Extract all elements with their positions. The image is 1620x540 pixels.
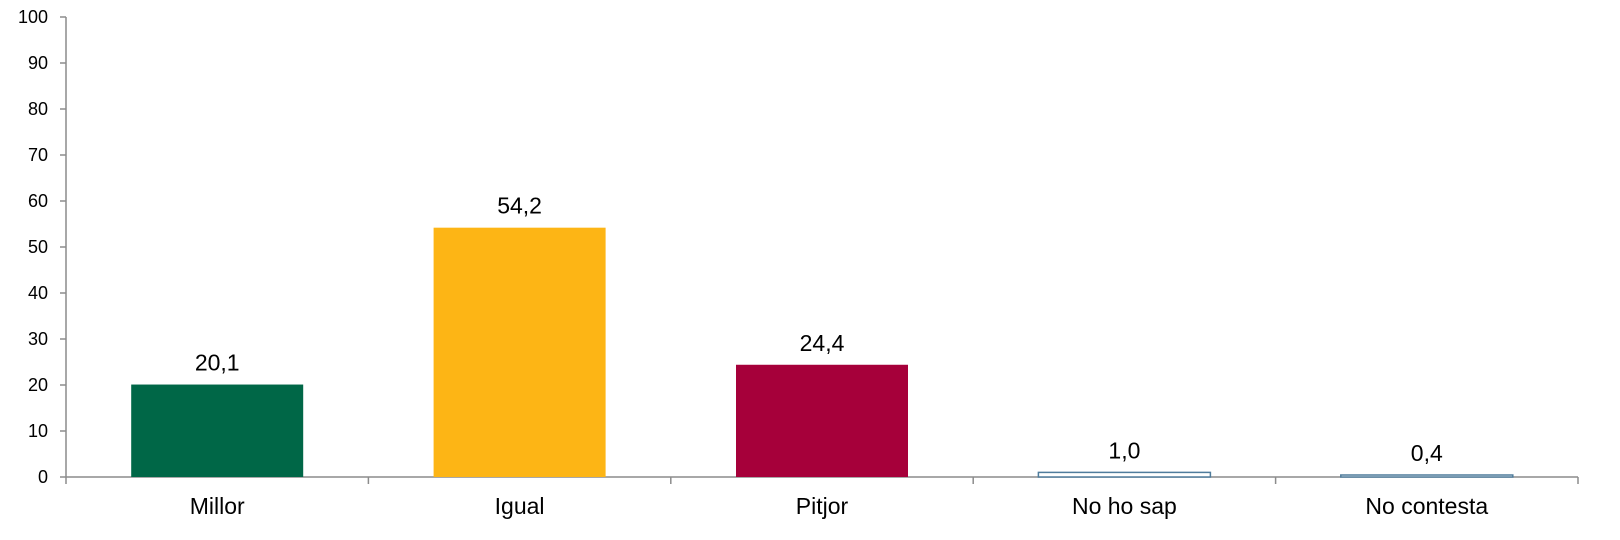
y-tick-label: 70 bbox=[28, 145, 48, 165]
bar-millor bbox=[131, 384, 304, 477]
y-tick-label: 20 bbox=[28, 375, 48, 395]
y-tick-label: 80 bbox=[28, 99, 48, 119]
bar-igual bbox=[433, 227, 606, 477]
y-tick-label: 30 bbox=[28, 329, 48, 349]
data-labels: 20,1 54,2 24,4 1,0 0,4 bbox=[195, 193, 1443, 466]
y-tick-label: 40 bbox=[28, 283, 48, 303]
bars bbox=[131, 227, 1514, 478]
y-tick-label: 60 bbox=[28, 191, 48, 211]
category-labels: Millor Igual Pitjor No ho sap No contesta bbox=[190, 493, 1489, 519]
category-label: No contesta bbox=[1365, 493, 1488, 519]
y-tick-label: 0 bbox=[38, 467, 48, 487]
bar-pitjor bbox=[736, 364, 908, 477]
bar-no-contesta bbox=[1340, 474, 1514, 478]
y-tick-label: 90 bbox=[28, 53, 48, 73]
y-tick-label: 10 bbox=[28, 421, 48, 441]
category-label: Millor bbox=[190, 493, 245, 519]
y-axis-ticks: 0 10 20 30 40 50 60 70 80 90 100 bbox=[18, 7, 66, 487]
data-label: 54,2 bbox=[497, 193, 542, 219]
data-label: 1,0 bbox=[1108, 437, 1140, 463]
bar-no-ho-sap bbox=[1037, 471, 1212, 478]
data-label: 20,1 bbox=[195, 350, 240, 376]
category-label: Igual bbox=[495, 493, 545, 519]
y-tick-label: 100 bbox=[18, 7, 48, 27]
x-axis-ticks bbox=[65, 477, 1579, 484]
category-label: Pitjor bbox=[796, 493, 849, 519]
data-label: 0,4 bbox=[1411, 440, 1443, 466]
category-label: No ho sap bbox=[1072, 493, 1177, 519]
data-label: 24,4 bbox=[800, 330, 845, 356]
y-tick-label: 50 bbox=[28, 237, 48, 257]
